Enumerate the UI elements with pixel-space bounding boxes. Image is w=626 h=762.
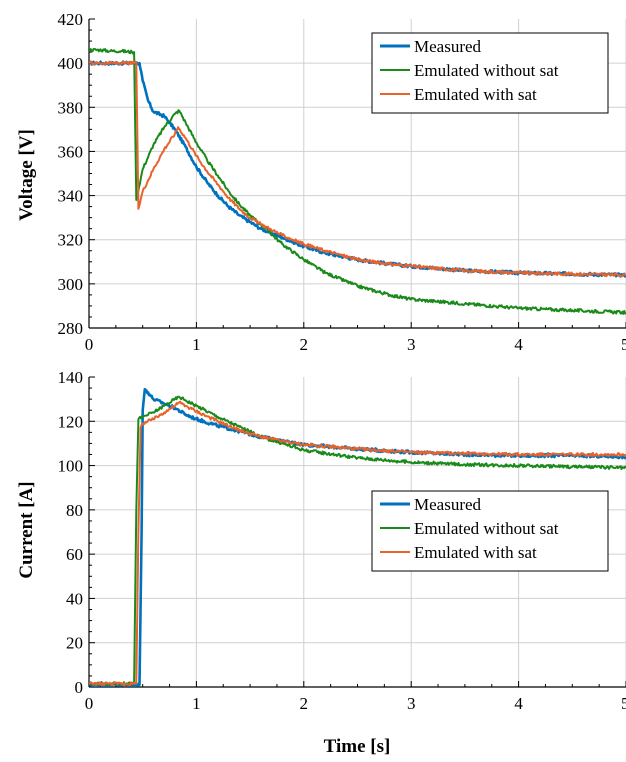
current-x-tick-label: 2 <box>300 694 309 713</box>
current-x-tick-label: 0 <box>85 694 94 713</box>
voltage-y-tick-label: 400 <box>58 54 84 73</box>
voltage-x-tick-label: 0 <box>85 335 94 354</box>
voltage-panel: 280 300 320 340 360 380 400 420 0 1 2 3 4 5 Measured Em… <box>16 10 626 354</box>
voltage-legend-label-measured: Measured <box>414 37 482 56</box>
current-legend-label-emulated-without-sat: Emulated without sat <box>414 519 559 538</box>
voltage-y-tick-label: 300 <box>58 275 84 294</box>
voltage-y-tick-label: 340 <box>58 187 84 206</box>
current-y-tick-label: 0 <box>75 678 84 697</box>
current-series-emulated-without-sat <box>89 395 626 687</box>
voltage-legend-label-emulated-with-sat: Emulated with sat <box>414 85 537 104</box>
current-y-tick-label: 120 <box>58 412 84 431</box>
voltage-y-tick-label: 380 <box>58 98 84 117</box>
current-y-tick-label: 60 <box>66 545 83 564</box>
current-series-group <box>89 387 626 687</box>
current-y-axis-label: Current [A] <box>16 481 37 578</box>
voltage-y-tick-label: 280 <box>58 319 84 338</box>
current-x-tick-label: 4 <box>514 694 523 713</box>
x-axis-label: Time [s] <box>324 736 391 757</box>
current-y-tick-label: 80 <box>66 501 83 520</box>
current-legend-label-emulated-with-sat: Emulated with sat <box>414 543 537 562</box>
current-y-tick-label: 140 <box>58 368 84 387</box>
current-legend-label-measured: Measured <box>414 495 482 514</box>
voltage-x-tick-label: 4 <box>514 335 523 354</box>
current-legend: Measured Emulated without sat Emulated wit… <box>371 490 609 572</box>
voltage-series-group <box>89 48 626 315</box>
current-x-tick-label: 5 <box>621 694 626 713</box>
current-x-tick-label: 3 <box>407 694 416 713</box>
voltage-y-tick-label: 420 <box>58 10 84 29</box>
current-y-tick-label: 100 <box>58 457 84 476</box>
current-y-tick-label: 20 <box>66 634 83 653</box>
voltage-y-tick-label: 360 <box>58 142 84 161</box>
voltage-y-tick-label: 320 <box>58 231 84 250</box>
voltage-x-tick-label: 2 <box>300 335 309 354</box>
current-series-emulated-with-sat <box>89 400 626 687</box>
voltage-series-emulated-with-sat <box>89 60 626 278</box>
current-legend-box <box>371 490 609 572</box>
current-y-tick-label: 40 <box>66 589 83 608</box>
voltage-x-tick-label: 1 <box>192 335 201 354</box>
voltage-x-tick-label: 5 <box>621 335 626 354</box>
voltage-y-axis-label: Voltage [V] <box>16 129 37 221</box>
voltage-legend-box <box>371 32 609 114</box>
voltage-x-tick-label: 3 <box>407 335 416 354</box>
voltage-legend-label-emulated-without-sat: Emulated without sat <box>414 61 559 80</box>
voltage-series-emulated-without-sat <box>89 48 626 315</box>
current-panel: 0 20 40 60 80 100 120 140 0 1 2 3 4 5 Measured Emulated… <box>16 368 626 757</box>
current-x-tick-label: 1 <box>192 694 201 713</box>
voltage-legend: Measured Emulated without sat Emulated wit… <box>371 32 609 114</box>
